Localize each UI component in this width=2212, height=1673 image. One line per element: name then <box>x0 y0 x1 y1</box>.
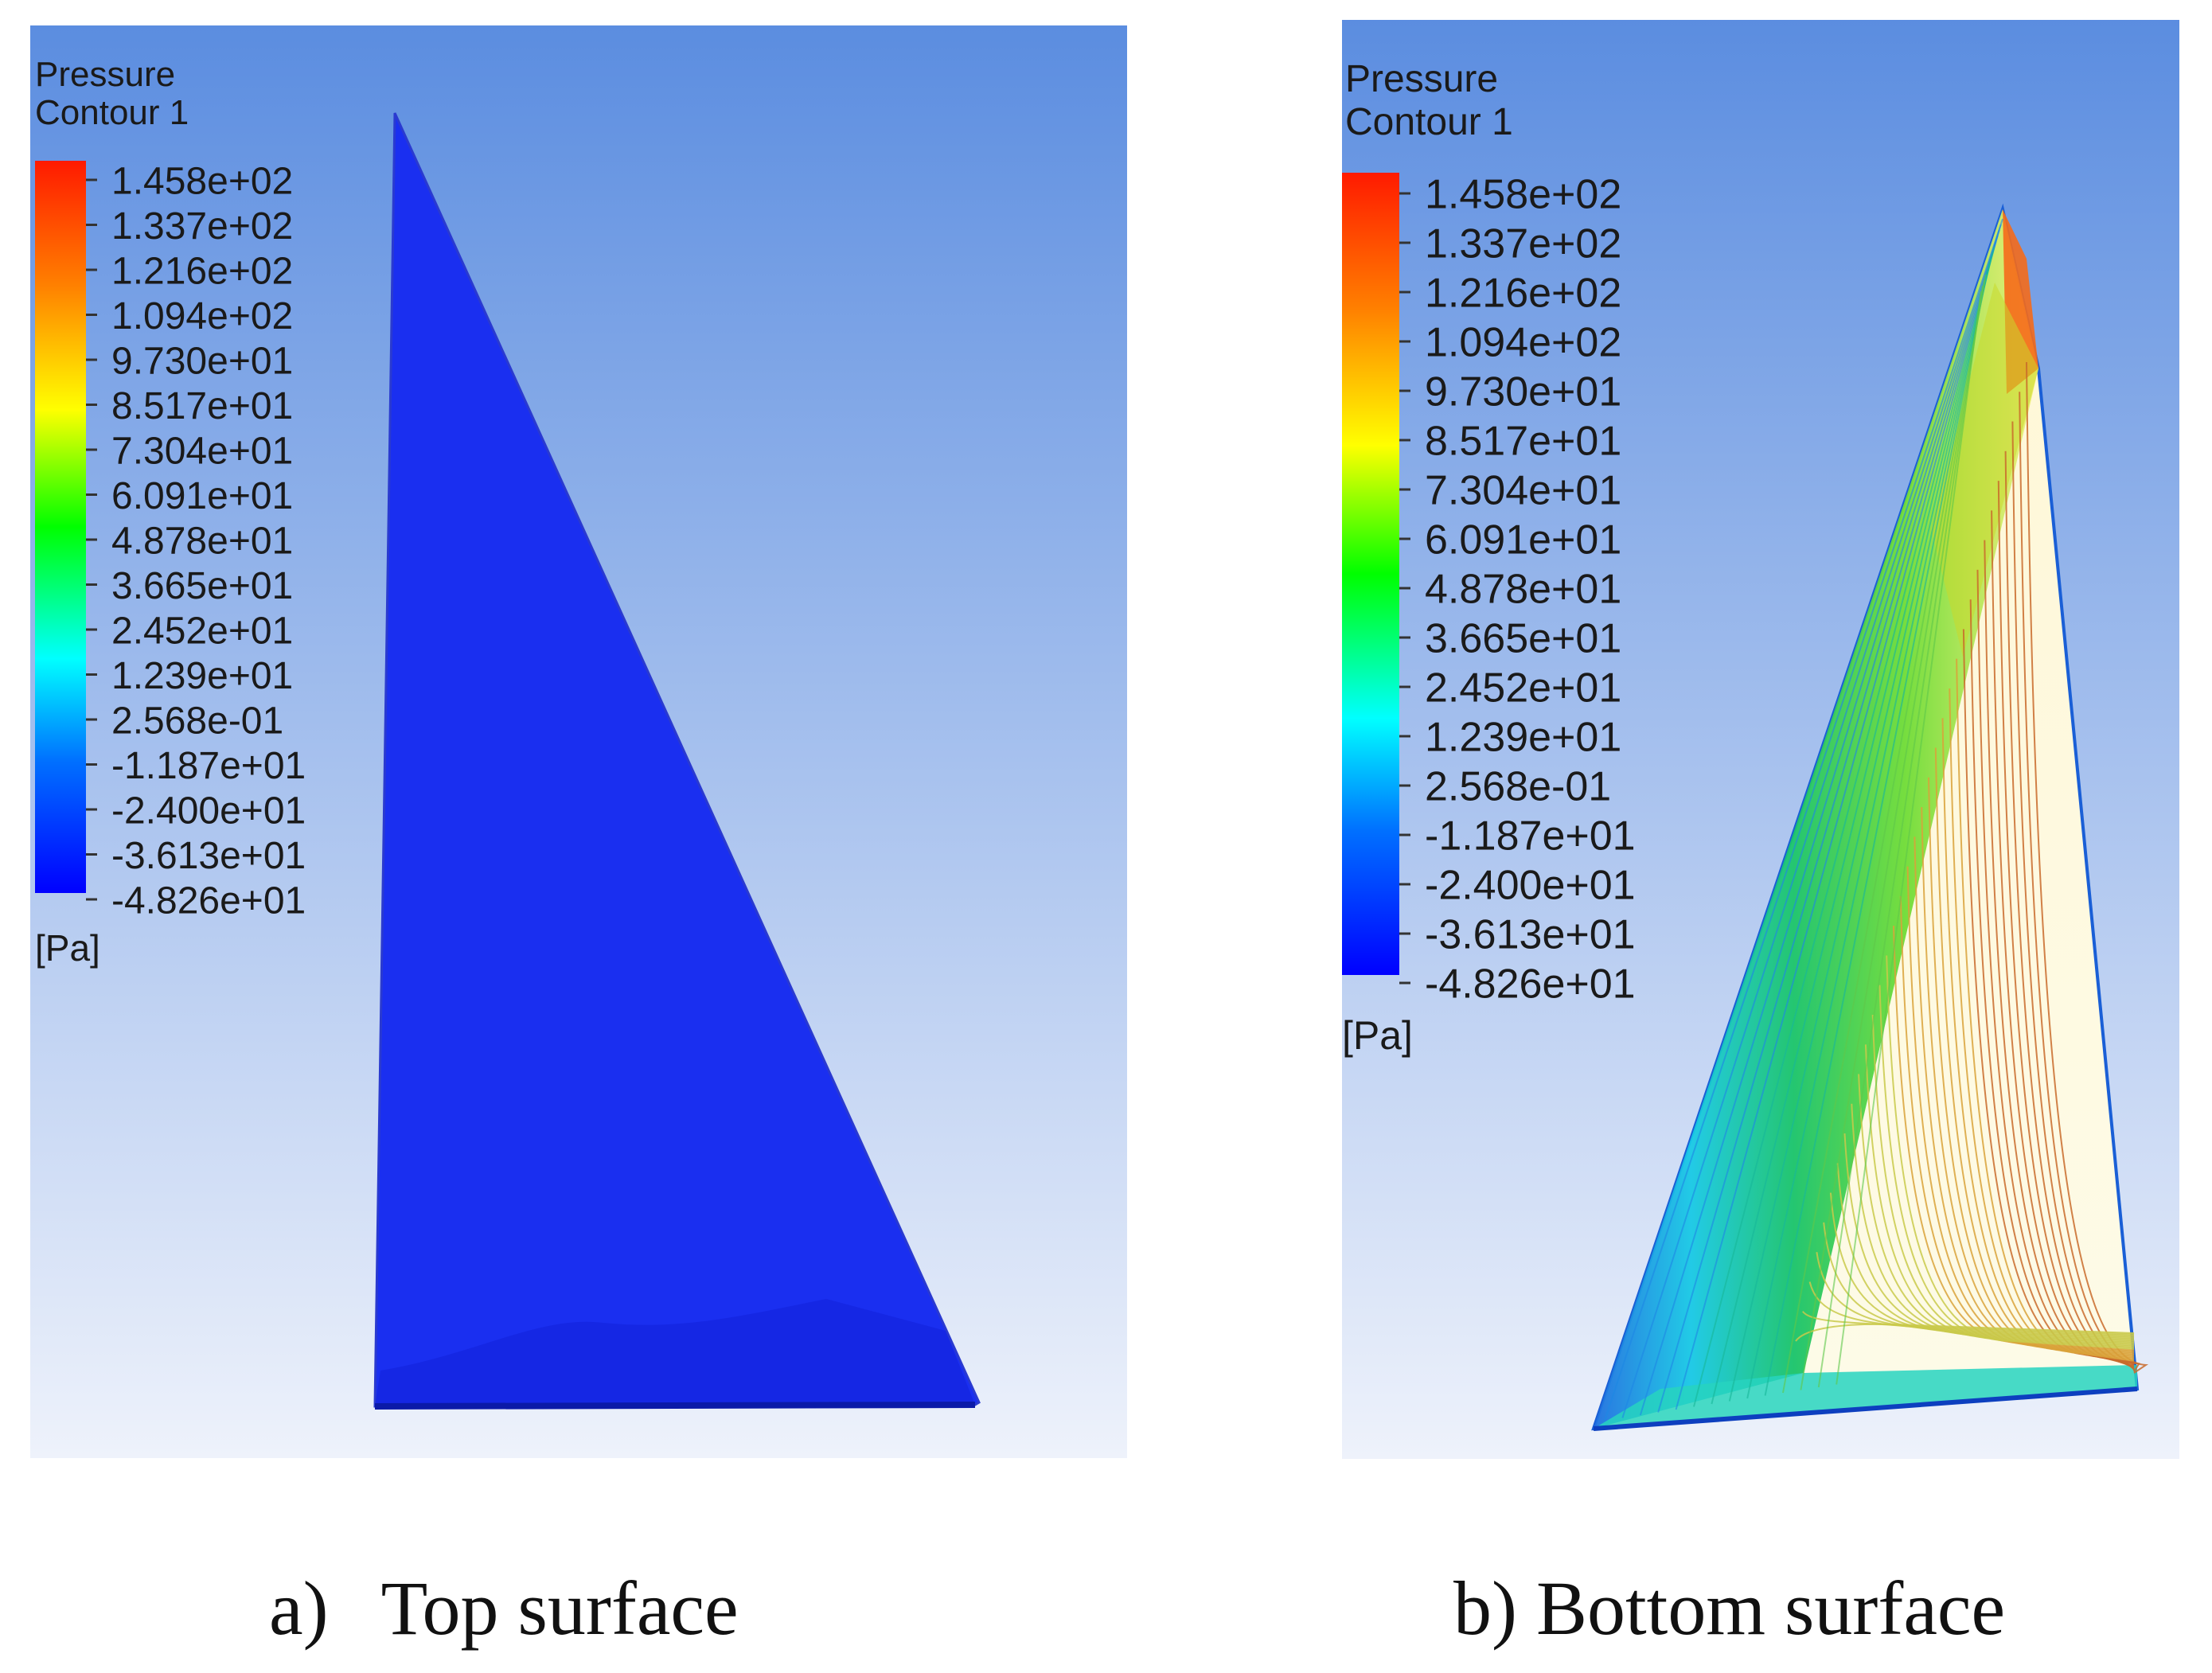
contour-line <box>1639 229 2000 1416</box>
pressure-legend: Pressure Contour 1 1.458e+021.337e+021.2… <box>1342 58 1636 1058</box>
legend-tick-label: 8.517e+01 <box>1425 419 1621 465</box>
legend-tick-label: -3.613e+01 <box>111 835 306 877</box>
contour-line <box>1711 252 1994 1405</box>
legend-tick-label: 7.304e+01 <box>111 430 293 472</box>
legend-tick-label: 1.216e+02 <box>1425 271 1621 317</box>
top-surface-panel: Pressure Contour 1 1.458e+02 1.337e+02 1.2… <box>30 25 1127 1458</box>
wing-trailing-edge <box>374 1402 976 1410</box>
legend-tick-label: 1.094e+02 <box>1425 320 1621 366</box>
wing-trailing-shading <box>375 1299 975 1406</box>
legend-tick-label: 1.216e+02 <box>111 250 293 292</box>
legend-tick-label: 9.730e+01 <box>111 340 293 382</box>
legend-colorbar <box>1342 173 1399 975</box>
contour-line <box>1836 291 1982 1385</box>
legend-tick-label: -3.613e+01 <box>1425 912 1636 958</box>
caption-label: a) <box>269 1566 329 1651</box>
contour-line <box>1764 268 1989 1396</box>
legend-tick-label: 4.878e+01 <box>111 520 293 562</box>
legend-tick-label: 1.458e+02 <box>111 160 293 202</box>
legend-tick-label: -4.826e+01 <box>1425 961 1636 1008</box>
legend-title-line2: Contour 1 <box>1345 101 1513 143</box>
pressure-contour-lines <box>1604 218 2149 1421</box>
legend-tick-label: 1.337e+02 <box>1425 221 1621 267</box>
legend-tick-label: 2.568e-01 <box>1425 764 1611 810</box>
legend-tick-label: 8.517e+01 <box>111 385 293 427</box>
caption-text: Top surface <box>380 1566 739 1651</box>
legend-ticks: 1.458e+021.337e+021.216e+021.094e+029.73… <box>1399 172 1636 1008</box>
caption-top-surface: a) Top surface <box>269 1564 739 1652</box>
legend-tick-label: -4.826e+01 <box>111 879 306 922</box>
legend-tick-label: 2.452e+01 <box>1425 665 1621 712</box>
wing-leading-edge-band <box>1594 209 2038 1429</box>
contour-line <box>1817 285 1984 1388</box>
legend-tick-label: 1.239e+01 <box>111 655 293 697</box>
contour-line <box>1800 279 1985 1390</box>
contour-line <box>1621 224 2002 1418</box>
contour-line <box>1675 240 1997 1410</box>
legend-unit: [Pa] <box>35 927 100 969</box>
contour-line <box>1693 246 1995 1407</box>
contour-line <box>1782 274 1987 1394</box>
legend-tick-label: 1.337e+02 <box>111 205 293 248</box>
contour-line <box>1746 263 1991 1399</box>
contour-line <box>1728 257 1992 1402</box>
legend-tick-label: 1.458e+02 <box>1425 172 1621 218</box>
legend-tick-label: 7.304e+01 <box>1425 468 1621 514</box>
legend-tick-label: -1.187e+01 <box>111 745 306 787</box>
caption-text: Bottom surface <box>1535 1566 2006 1651</box>
legend-tick-label: 1.094e+02 <box>111 295 293 337</box>
legend-tick-label: 1.239e+01 <box>1425 715 1621 761</box>
wing-tip-gradient <box>1931 283 2038 657</box>
caption-bottom-surface: b) Bottom surface <box>1453 1564 2005 1652</box>
wing-trailing-band <box>1594 1365 2137 1429</box>
legend-tick-label: 9.730e+01 <box>1425 369 1621 415</box>
pressure-legend: Pressure Contour 1 1.458e+021.337e+021.2… <box>35 55 306 969</box>
legend-tick-label: 3.665e+01 <box>1425 616 1621 662</box>
contour-line <box>1802 1311 2135 1336</box>
legend-ticks: 1.458e+021.337e+021.216e+021.094e+029.73… <box>86 160 306 922</box>
legend-unit: [Pa] <box>1342 1013 1413 1058</box>
contour-line <box>1657 235 1999 1413</box>
legend-tick-label: -2.400e+01 <box>111 790 306 832</box>
legend-title-line1: Pressure <box>35 55 175 94</box>
bottom-surface-panel: Pressure Contour 1 1.458e+02 1.337e+02 1.2… <box>1342 20 2179 1459</box>
top-surface-figure: Pressure Contour 1 1.458e+021.337e+021.2… <box>30 25 1127 1458</box>
legend-tick-label: -2.400e+01 <box>1425 863 1636 909</box>
legend-colorbar <box>35 161 86 893</box>
legend-tick-label: 6.091e+01 <box>1425 517 1621 564</box>
contour-line <box>1604 218 2003 1421</box>
legend-title-line2: Contour 1 <box>35 93 189 132</box>
legend-tick-label: -1.187e+01 <box>1425 813 1636 860</box>
legend-tick-label: 3.665e+01 <box>111 565 293 607</box>
bottom-surface-figure: Pressure Contour 1 1.458e+021.337e+021.2… <box>1342 20 2179 1459</box>
legend-tick-label: 4.878e+01 <box>1425 567 1621 613</box>
wing-trailing-edge <box>1593 1386 2138 1431</box>
contour-line <box>1795 1323 2135 1342</box>
legend-tick-label: 2.568e-01 <box>111 700 283 742</box>
legend-tick-label: 2.452e+01 <box>111 610 293 652</box>
legend-title-line1: Pressure <box>1345 58 1498 100</box>
caption-label: b) <box>1453 1566 1517 1651</box>
legend-tick-label: 6.091e+01 <box>111 475 293 517</box>
